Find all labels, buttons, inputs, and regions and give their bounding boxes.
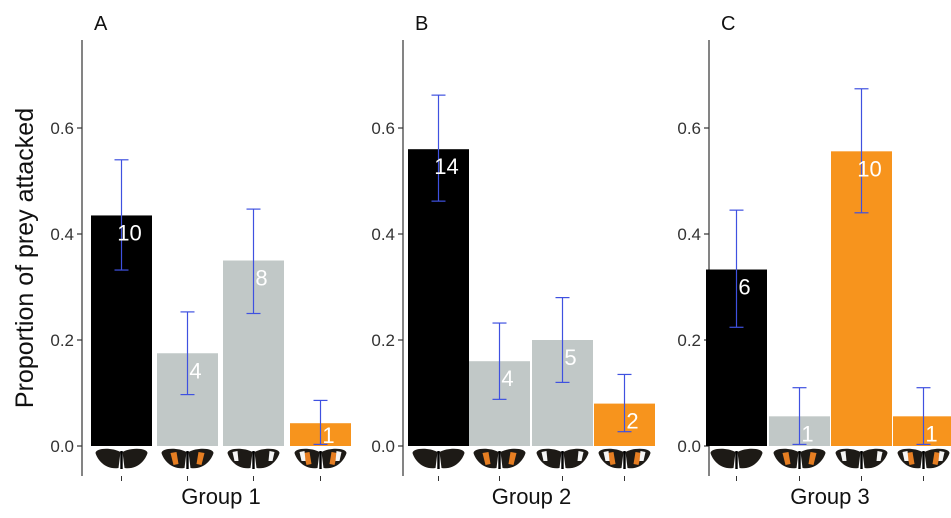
y-tick-label: 0.2 [371, 331, 395, 350]
panel-label: A [94, 13, 108, 35]
x-axis-title: Group 3 [790, 484, 870, 509]
error-bar [792, 387, 807, 446]
black-wing-icon [95, 448, 148, 469]
data-label: 10 [117, 220, 141, 245]
data-label: 14 [434, 154, 458, 179]
error-bar [114, 159, 129, 271]
error-bar [617, 373, 632, 433]
data-label: 6 [738, 275, 750, 300]
y-tick-label: 0.2 [677, 331, 701, 350]
orange-white-wing-icon [598, 448, 651, 469]
data-label: 4 [501, 366, 513, 391]
data-label: 1 [322, 423, 334, 448]
black-wing-icon [412, 448, 465, 469]
error-bar [492, 322, 507, 400]
orange-white-wing-icon [294, 448, 347, 469]
data-label: 10 [857, 156, 881, 181]
orange-band-wing-icon [773, 448, 826, 469]
x-axis-title: Group 1 [181, 484, 261, 509]
y-tick-label: 0.0 [50, 437, 74, 456]
panel-label: C [721, 13, 735, 35]
y-tick-label: 0.6 [371, 119, 395, 138]
white-band-wing-icon [536, 448, 589, 469]
black-wing-icon [710, 448, 763, 469]
data-label: 5 [564, 345, 576, 370]
error-bar [180, 311, 195, 396]
y-tick-label: 0.2 [50, 331, 74, 350]
y-tick-label: 0.0 [677, 437, 701, 456]
y-axis-title: Proportion of prey attacked [11, 108, 39, 408]
error-bar [729, 209, 744, 328]
error-bar [916, 387, 931, 446]
error-bar [246, 208, 261, 315]
x-axis-title: Group 2 [492, 484, 572, 509]
data-label: 4 [189, 358, 201, 383]
data-label: 2 [626, 409, 638, 434]
orange-white-wing-icon [897, 448, 950, 469]
white-band-wing-icon [835, 448, 888, 469]
orange-band-wing-icon [161, 448, 214, 469]
y-tick-label: 0.4 [371, 225, 395, 244]
data-label: 1 [801, 421, 813, 446]
error-bar [854, 88, 869, 214]
y-tick-label: 0.6 [677, 119, 701, 138]
y-tick-label: 0.4 [677, 225, 701, 244]
chart-panel-c: C 0.0 0.2 0.4 0.6 6 1 10 1 Group 3 [677, 13, 951, 509]
error-bar [555, 297, 570, 383]
y-tick-label: 0.0 [371, 437, 395, 456]
error-bar [313, 399, 328, 446]
data-label: 8 [255, 266, 267, 291]
orange-band-wing-icon [473, 448, 526, 469]
error-bar [431, 94, 446, 202]
panel-label: B [415, 13, 428, 35]
y-tick-label: 0.4 [50, 225, 74, 244]
chart-panel-b: B 0.0 0.2 0.4 0.6 14 4 5 2 Group 2 [371, 13, 655, 509]
white-band-wing-icon [227, 448, 280, 469]
y-tick-label: 0.6 [50, 119, 74, 138]
chart-panel-a: A 0.0 0.2 0.4 0.6 10 4 8 1 Group 1 [50, 13, 351, 509]
bar [893, 416, 951, 446]
data-label: 1 [925, 421, 937, 446]
